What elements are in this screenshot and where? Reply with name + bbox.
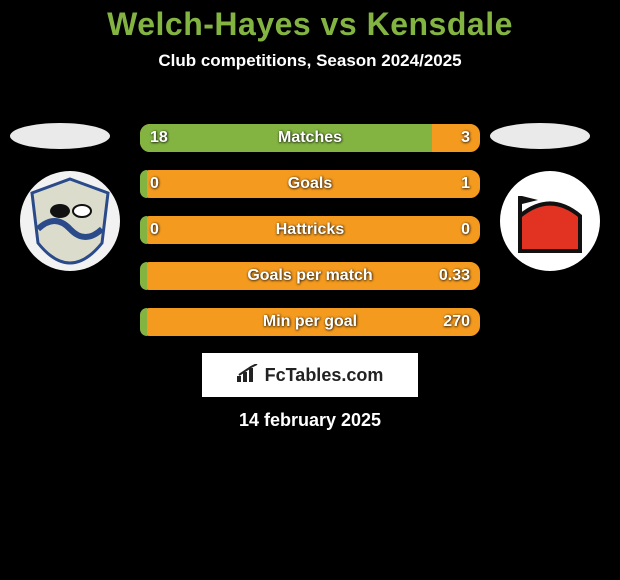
stat-row: Matches18 3 bbox=[140, 124, 480, 152]
stat-value-right: 270 bbox=[443, 308, 470, 336]
page-title: Welch-Hayes vs Kensdale bbox=[0, 0, 620, 43]
club-badge-right bbox=[500, 171, 600, 271]
stat-row: Goals0 1 bbox=[140, 170, 480, 198]
export-date: 14 february 2025 bbox=[0, 410, 620, 431]
page-subtitle: Club competitions, Season 2024/2025 bbox=[0, 51, 620, 71]
country-flag-right bbox=[490, 123, 590, 149]
fctables-watermark: FcTables.com bbox=[202, 353, 418, 397]
stat-value-left: 0 bbox=[150, 170, 159, 198]
chart-icon bbox=[237, 364, 259, 387]
stat-row: Min per goal270 bbox=[140, 308, 480, 336]
stat-value-right: 3 bbox=[461, 124, 470, 152]
country-flag-left bbox=[10, 123, 110, 149]
stat-value-right: 0 bbox=[461, 216, 470, 244]
stat-label: Matches bbox=[140, 124, 480, 152]
stat-row: Hattricks0 0 bbox=[140, 216, 480, 244]
fctables-text: FcTables.com bbox=[265, 365, 384, 386]
stat-value-left: 0 bbox=[150, 216, 159, 244]
club-badge-left bbox=[20, 171, 120, 271]
stat-label: Goals bbox=[140, 170, 480, 198]
stat-value-right: 0.33 bbox=[439, 262, 470, 290]
stat-label: Min per goal bbox=[140, 308, 480, 336]
comparison-infographic: Welch-Hayes vs Kensdale Club competition… bbox=[0, 0, 620, 580]
comparison-bars: Matches183Goals01Hattricks00Goals per ma… bbox=[140, 124, 480, 354]
stat-label: Goals per match bbox=[140, 262, 480, 290]
stat-value-right: 1 bbox=[461, 170, 470, 198]
stat-label: Hattricks bbox=[140, 216, 480, 244]
stat-value-left: 18 bbox=[150, 124, 168, 152]
stat-row: Goals per match0.33 bbox=[140, 262, 480, 290]
